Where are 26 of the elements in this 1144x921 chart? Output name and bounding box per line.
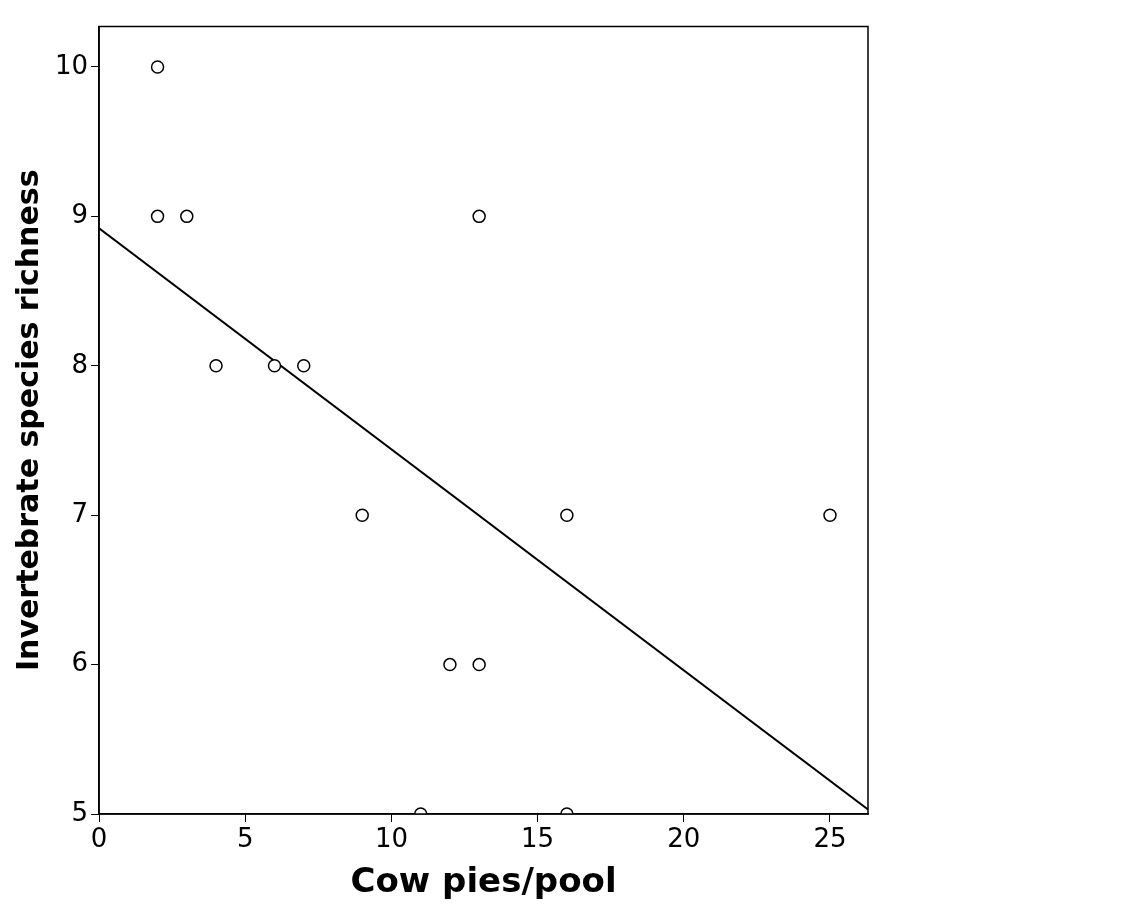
x-tick-label: 20 xyxy=(667,823,701,854)
point xyxy=(355,508,369,522)
point xyxy=(472,657,486,672)
x-tick-label: 0 xyxy=(90,823,108,854)
y-tick-label: 8 xyxy=(71,348,89,379)
point xyxy=(296,359,311,373)
point xyxy=(267,359,282,373)
y-tick-label: 5 xyxy=(71,796,89,827)
point xyxy=(150,60,165,74)
point xyxy=(823,508,837,522)
x-tick-label: 15 xyxy=(521,823,555,854)
point xyxy=(560,508,574,522)
y-tick-label: 7 xyxy=(71,497,89,528)
point xyxy=(472,209,486,224)
x-tick-label: 25 xyxy=(813,823,847,854)
x-axis-title: Cow pies/pool xyxy=(350,860,617,901)
point xyxy=(150,209,165,224)
point xyxy=(209,359,223,373)
point xyxy=(443,657,457,672)
point xyxy=(180,209,194,224)
y-axis-title: Invertebrate species richness xyxy=(9,169,45,672)
x-tick-label: 5 xyxy=(236,823,254,854)
y-tick-label: 9 xyxy=(71,199,89,230)
y-tick-label: 6 xyxy=(71,647,89,678)
y-tick-label: 10 xyxy=(54,49,89,80)
x-tick-label: 10 xyxy=(374,823,408,854)
